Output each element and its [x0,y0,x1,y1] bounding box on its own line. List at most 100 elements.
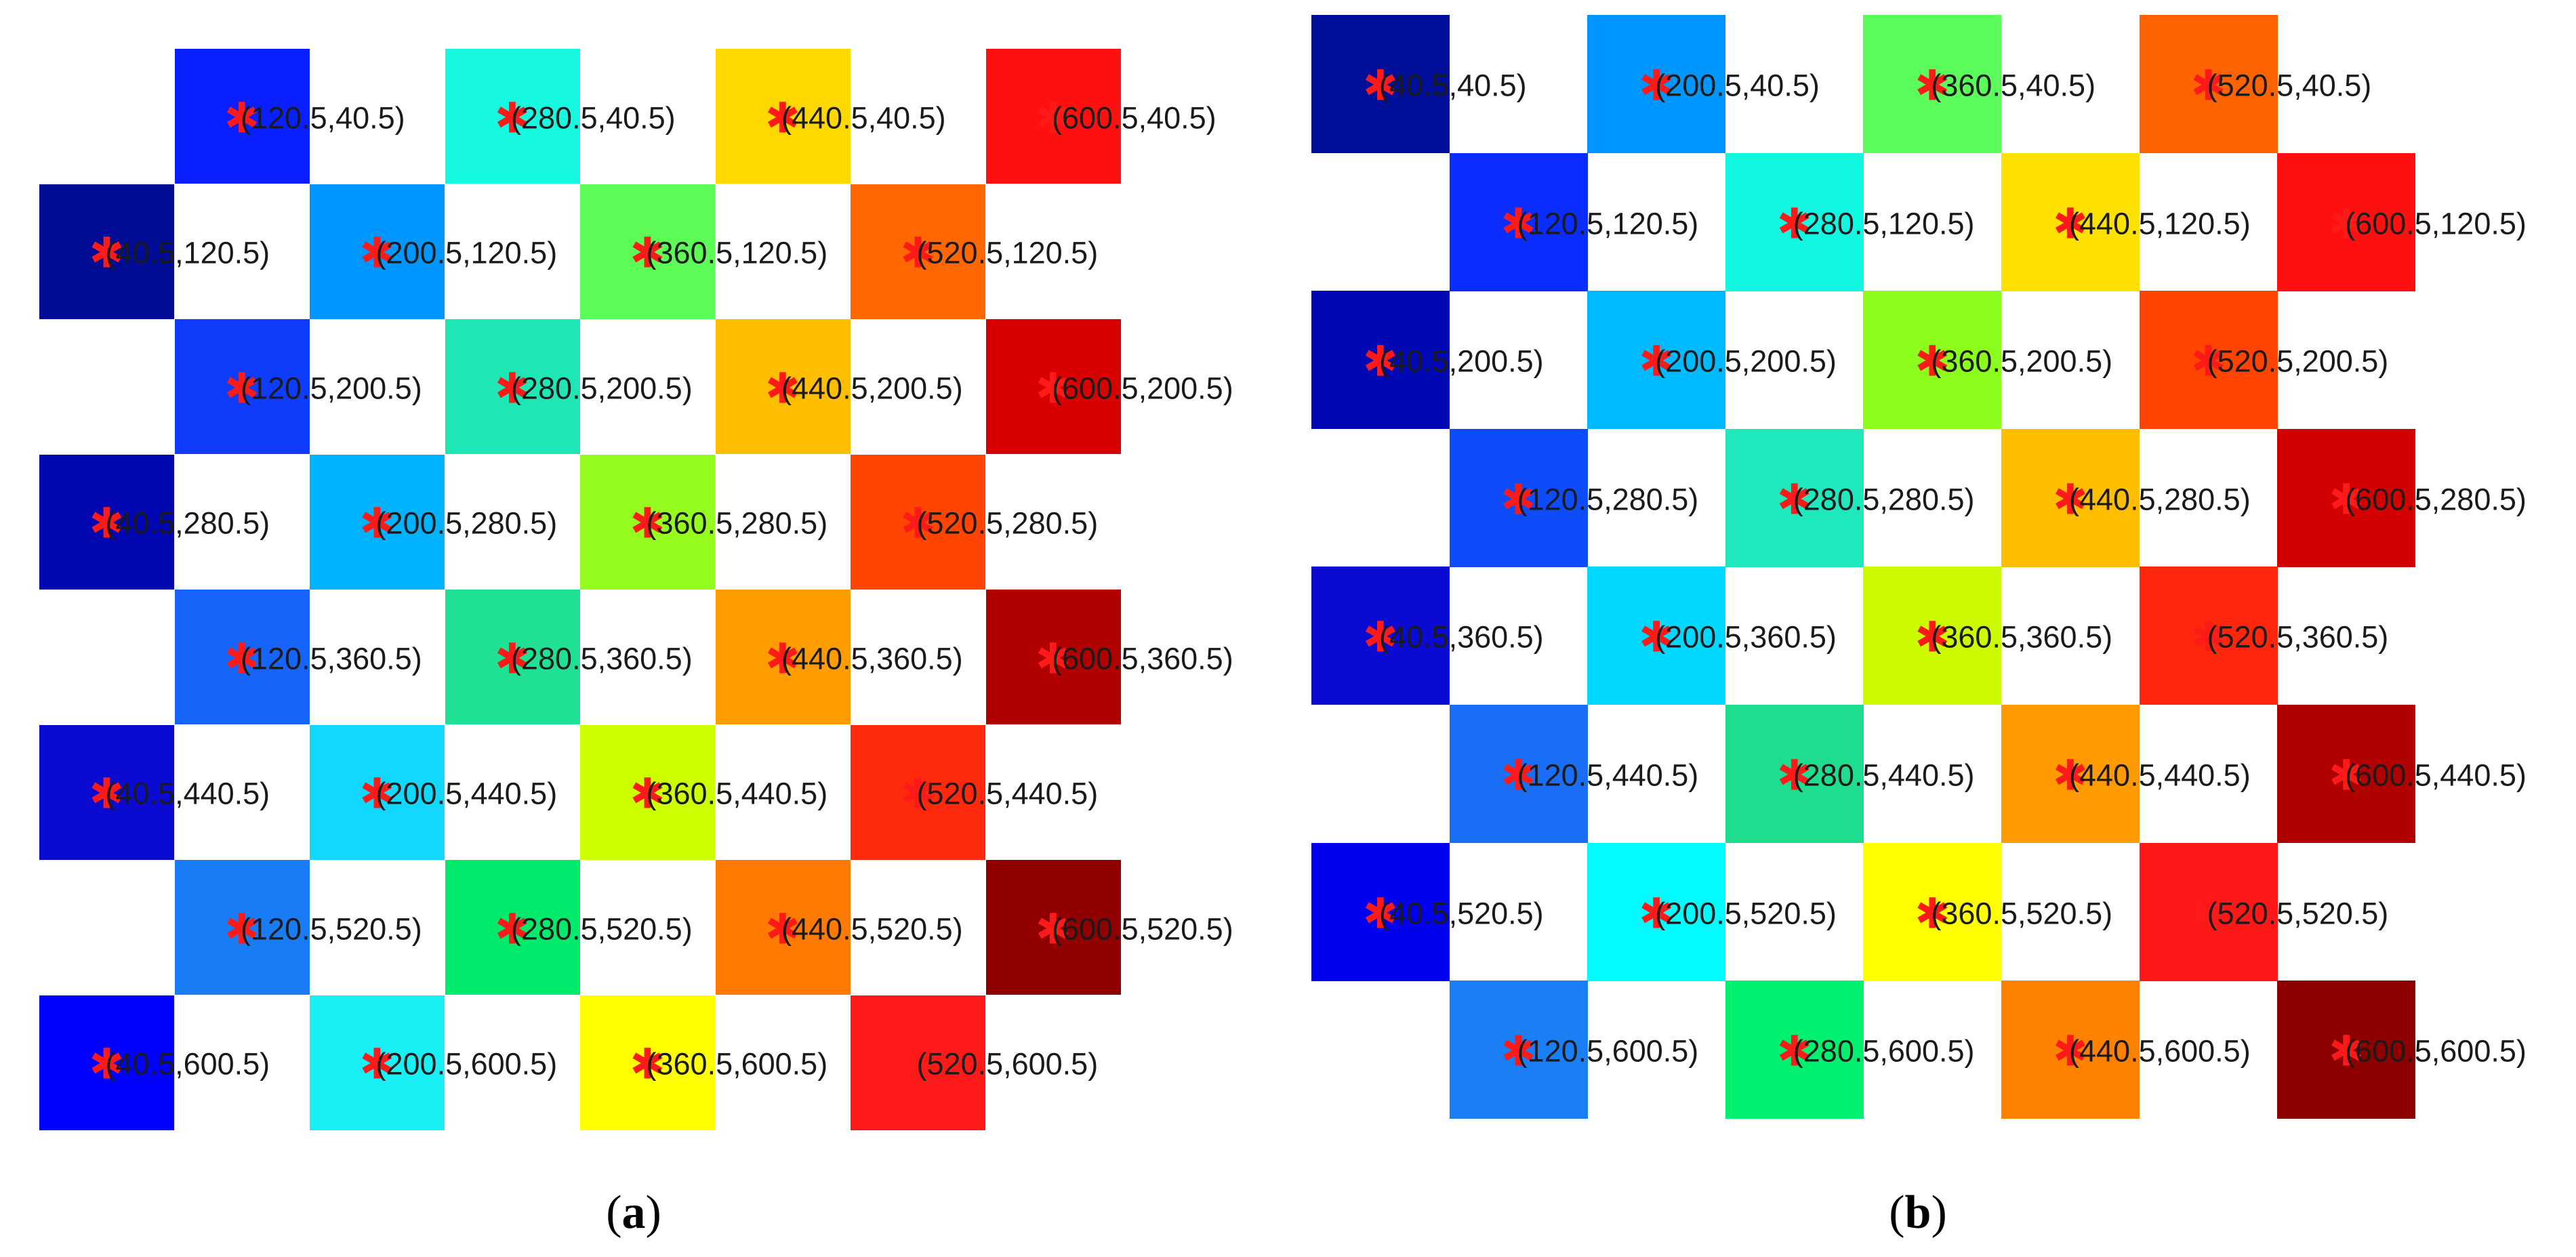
center-marker-icon: ✱ [900,228,936,278]
cell-coordinate-label: (40.5,440.5) [105,776,270,811]
center-marker-icon: ✱ [2329,1026,2365,1076]
cell-square [1725,705,1864,843]
cell-square [1863,15,2002,153]
cell-coordinate-label: (520.5,440.5) [916,776,1099,811]
cell-square [1449,428,1588,567]
cell-square [39,724,174,860]
cell-square [715,860,851,995]
center-marker-icon: ✱ [2329,199,2365,249]
cell-coordinate-label: (40.5,280.5) [105,506,270,541]
cell-coordinate-label: (40.5,120.5) [105,235,270,270]
cell-coordinate-label: (120.5,200.5) [241,371,422,405]
cell-coordinate-label: (520.5,600.5) [916,1046,1099,1081]
cell-coordinate-label: (280.5,360.5) [511,641,693,676]
cell-coordinate-label: (120.5,280.5) [1517,482,1699,517]
cell-square [2001,428,2140,567]
center-marker-icon: ✱ [359,1039,395,1089]
center-marker-icon: ✱ [224,633,260,683]
center-marker-icon: ✱ [1500,199,1536,249]
cell-coordinate-label: (360.5,600.5) [646,1046,828,1081]
cell-square [1863,842,2002,981]
cell-coordinate-label: (40.5,600.5) [105,1046,270,1081]
center-marker-icon: ✱ [495,92,530,142]
center-marker-icon: ✱ [1776,750,1812,800]
cell-coordinate-label: (40.5,40.5) [1379,68,1527,103]
cell-square [1587,566,1726,705]
cell-square [1587,15,1726,153]
center-marker-icon: ✱ [900,1039,936,1089]
center-marker-icon: ✱ [1036,363,1071,413]
center-marker-icon: ✱ [1915,336,1950,386]
center-marker-icon: ✱ [1639,612,1675,662]
cell-square [1311,566,1450,705]
center-marker-icon: ✱ [1776,1026,1812,1076]
cell-coordinate-label: (600.5,120.5) [2345,206,2527,241]
cell-square [985,319,1121,454]
cell-square [1587,842,1726,981]
cell-coordinate-label: (200.5,40.5) [1655,68,1820,103]
center-marker-icon: ✱ [630,498,666,548]
cell-coordinate-label: (440.5,200.5) [781,371,963,405]
cell-coordinate-label: (200.5,280.5) [375,506,558,541]
center-marker-icon: ✱ [1776,199,1812,249]
cell-coordinate-label: (280.5,40.5) [511,100,676,135]
cell-square [2277,428,2416,567]
cell-coordinate-label: (440.5,40.5) [781,100,946,135]
cell-coordinate-label: (520.5,40.5) [2207,68,2372,103]
cell-square [851,995,985,1130]
center-marker-icon: ✱ [2329,750,2365,800]
center-marker-icon: ✱ [1776,474,1812,524]
cell-coordinate-label: (600.5,520.5) [1052,911,1233,946]
cell-coordinate-label: (280.5,520.5) [511,911,693,946]
cell-square [715,319,851,454]
cell-square [445,49,580,184]
cell-coordinate-label: (200.5,520.5) [1655,896,1837,931]
cell-square [1587,291,1726,430]
center-marker-icon: ✱ [89,228,125,278]
center-marker-icon: ✱ [495,903,530,953]
cell-square [1449,981,1588,1119]
cell-coordinate-label: (120.5,120.5) [1517,206,1699,241]
cell-square [1311,842,1450,981]
cell-coordinate-label: (520.5,360.5) [2207,619,2389,655]
center-marker-icon: ✱ [900,768,936,819]
center-marker-icon: ✱ [2053,474,2088,524]
cell-coordinate-label: (440.5,600.5) [2069,1033,2251,1069]
cell-coordinate-label: (200.5,360.5) [1655,619,1837,655]
center-marker-icon: ✱ [1500,750,1536,800]
cell-square [2277,705,2416,843]
cell-coordinate-label: (440.5,120.5) [2069,206,2251,241]
center-marker-icon: ✱ [224,363,260,413]
center-marker-icon: ✱ [495,363,530,413]
cell-square [39,995,174,1130]
cell-square [310,454,445,590]
cell-square [1311,291,1450,430]
cell-square [174,49,310,184]
cell-square [445,590,580,724]
center-marker-icon: ✱ [224,92,260,142]
cell-square [174,590,310,724]
center-marker-icon: ✱ [1915,612,1950,662]
cell-square [39,454,174,590]
cell-coordinate-label: (280.5,120.5) [1793,206,1975,241]
center-marker-icon: ✱ [630,228,666,278]
cell-coordinate-label: (40.5,360.5) [1379,619,1544,655]
center-marker-icon: ✱ [1363,888,1398,939]
cell-coordinate-label: (600.5,280.5) [2345,482,2527,517]
cell-coordinate-label: (120.5,360.5) [241,641,422,676]
center-marker-icon: ✱ [1500,1026,1536,1076]
cell-coordinate-label: (120.5,600.5) [1517,1033,1699,1069]
cell-square [715,590,851,724]
center-marker-icon: ✱ [630,1039,666,1089]
cell-coordinate-label: (600.5,600.5) [2345,1033,2527,1069]
cell-coordinate-label: (440.5,520.5) [781,911,963,946]
cell-coordinate-label: (280.5,200.5) [511,371,693,405]
cell-square [1863,291,2002,430]
cell-square [2277,152,2416,291]
cell-square [1311,15,1450,153]
cell-coordinate-label: (200.5,600.5) [375,1046,558,1081]
cell-coordinate-label: (360.5,40.5) [1931,68,2096,103]
center-marker-icon: ✱ [1363,336,1398,386]
cell-square [310,995,445,1130]
cell-coordinate-label: (600.5,360.5) [1052,641,1233,676]
